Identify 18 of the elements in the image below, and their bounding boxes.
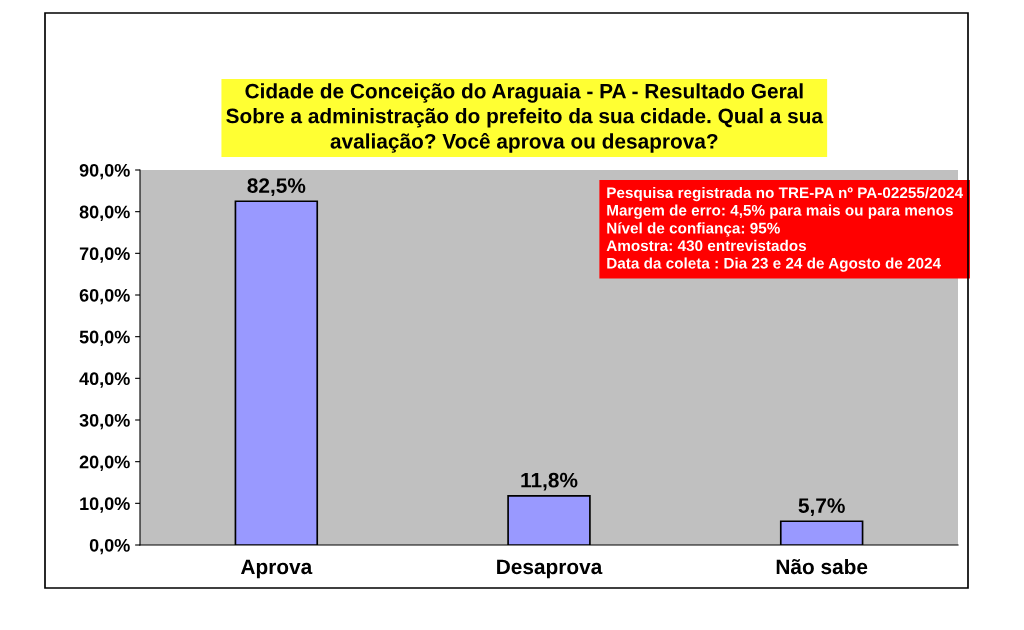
y-tick-label: 60,0% [79, 288, 130, 305]
data-label: 11,8% [521, 472, 578, 491]
y-tick-label: 0,0% [89, 538, 130, 555]
data-label: 82,5% [247, 178, 306, 196]
chart-title: Cidade de Conceição do Araguaia - PA - Resultado Geral Sobre a administração do prefeito da sua cidade. Qual a sua avaliação? Você aprova ou desaprova? [226, 83, 824, 153]
y-tick-label: 80,0% [79, 205, 130, 221]
y-tick-label: 90,0% [79, 163, 130, 180]
annotation: Pesquisa registrada no TRE-PA nº PA-02255/2024 Margem de erro: 4,5% para mais ou para menos Nível de confiança: 95% Amostra: 430 entrevistados Data da coleta : Dia 23 e 24 de Agosto de 2024 [606, 186, 964, 272]
y-tick-label: 50,0% [79, 330, 130, 346]
y-tick-label: 30,0% [79, 413, 130, 430]
y-tick-label: 40,0% [79, 372, 130, 388]
x-tick-label: Aprova [240, 559, 313, 579]
y-tick-label: 10,0% [80, 497, 130, 513]
data-label: 5,7% [798, 498, 845, 516]
x-tick-label: Desaprova [497, 559, 603, 579]
y-tick-label: 70,0% [79, 247, 130, 263]
y-tick-label: 20,0% [79, 455, 130, 471]
x-tick-label: Não sabe [776, 558, 868, 575]
